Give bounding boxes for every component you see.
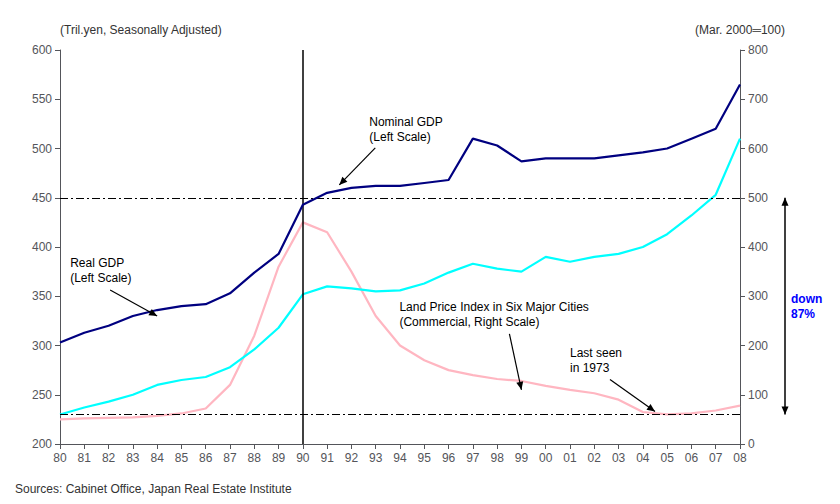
svg-text:450: 450 xyxy=(32,191,52,205)
svg-text:83: 83 xyxy=(126,451,140,465)
svg-text:400: 400 xyxy=(748,240,768,254)
svg-text:97: 97 xyxy=(466,451,480,465)
svg-text:93: 93 xyxy=(369,451,383,465)
svg-text:98: 98 xyxy=(490,451,504,465)
svg-text:87%: 87% xyxy=(791,307,815,321)
svg-text:250: 250 xyxy=(32,388,52,402)
svg-text:600: 600 xyxy=(748,142,768,156)
svg-text:81: 81 xyxy=(78,451,92,465)
svg-text:(Commercial, Right Scale): (Commercial, Right Scale) xyxy=(399,315,539,329)
svg-text:400: 400 xyxy=(32,240,52,254)
svg-text:800: 800 xyxy=(748,43,768,57)
svg-text:02: 02 xyxy=(588,451,602,465)
svg-text:Real GDP: Real GDP xyxy=(70,256,124,270)
svg-text:300: 300 xyxy=(32,339,52,353)
svg-text:0: 0 xyxy=(748,437,755,451)
svg-text:00: 00 xyxy=(539,451,553,465)
svg-text:89: 89 xyxy=(272,451,286,465)
svg-text:96: 96 xyxy=(442,451,456,465)
svg-text:700: 700 xyxy=(748,92,768,106)
svg-text:Last seen: Last seen xyxy=(570,346,622,360)
svg-text:(Left Scale): (Left Scale) xyxy=(369,130,430,144)
svg-text:Land Price Index in Six Major: Land Price Index in Six Major Cities xyxy=(399,300,588,314)
svg-text:03: 03 xyxy=(612,451,626,465)
svg-text:08: 08 xyxy=(733,451,747,465)
svg-text:200: 200 xyxy=(32,437,52,451)
svg-text:200: 200 xyxy=(748,339,768,353)
svg-text:350: 350 xyxy=(32,289,52,303)
svg-text:87: 87 xyxy=(223,451,237,465)
svg-text:95: 95 xyxy=(418,451,432,465)
svg-text:600: 600 xyxy=(32,43,52,57)
svg-text:04: 04 xyxy=(636,451,650,465)
svg-text:06: 06 xyxy=(685,451,699,465)
svg-text:99: 99 xyxy=(515,451,529,465)
svg-text:Nominal GDP: Nominal GDP xyxy=(369,115,442,129)
svg-text:85: 85 xyxy=(175,451,189,465)
svg-text:in 1973: in 1973 xyxy=(570,361,610,375)
svg-text:07: 07 xyxy=(709,451,723,465)
svg-text:(Left Scale): (Left Scale) xyxy=(70,271,131,285)
svg-text:01: 01 xyxy=(563,451,577,465)
svg-text:300: 300 xyxy=(748,289,768,303)
svg-text:88: 88 xyxy=(248,451,262,465)
svg-text:90: 90 xyxy=(296,451,310,465)
svg-text:05: 05 xyxy=(660,451,674,465)
svg-text:80: 80 xyxy=(53,451,67,465)
svg-text:500: 500 xyxy=(748,191,768,205)
svg-text:100: 100 xyxy=(748,388,768,402)
svg-text:550: 550 xyxy=(32,92,52,106)
svg-text:91: 91 xyxy=(320,451,334,465)
svg-text:(Mar. 2000═100): (Mar. 2000═100) xyxy=(695,23,785,37)
svg-text:down: down xyxy=(791,292,822,306)
svg-text:82: 82 xyxy=(102,451,116,465)
svg-text:500: 500 xyxy=(32,142,52,156)
svg-text:86: 86 xyxy=(199,451,213,465)
svg-text:92: 92 xyxy=(345,451,359,465)
svg-text:(Tril.yen, Seasonally Adjusted: (Tril.yen, Seasonally Adjusted) xyxy=(60,23,222,37)
svg-text:84: 84 xyxy=(150,451,164,465)
svg-text:Sources: Cabinet Office, Japan: Sources: Cabinet Office, Japan Real Esta… xyxy=(15,482,292,496)
svg-text:94: 94 xyxy=(393,451,407,465)
